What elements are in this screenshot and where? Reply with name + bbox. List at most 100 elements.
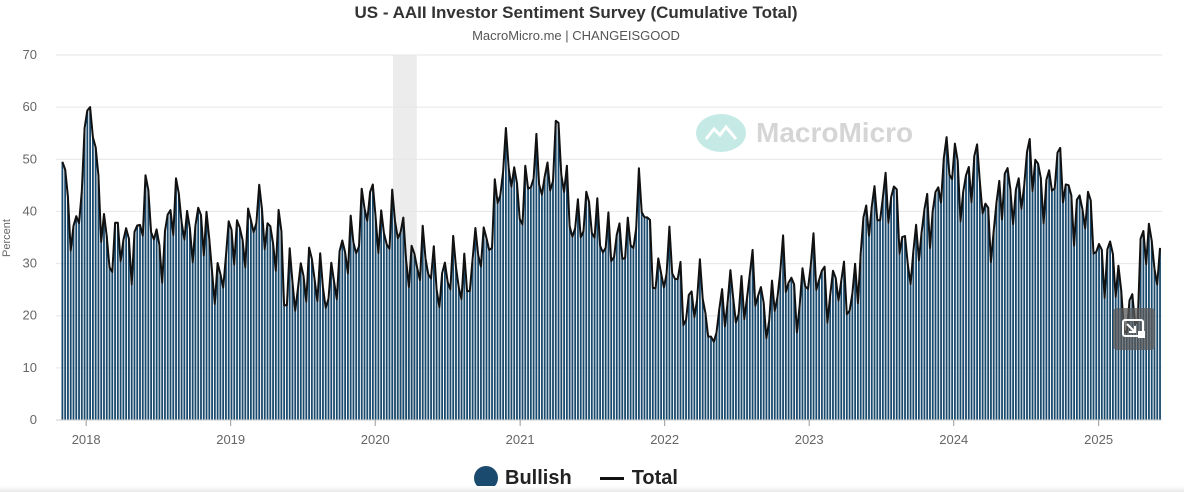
bullish-bar [787, 282, 790, 420]
y-tick-label: 20 [23, 308, 37, 323]
bullish-bar [662, 287, 665, 420]
bullish-bar [906, 264, 909, 420]
bullish-bar [274, 270, 277, 420]
bullish-bar [463, 253, 466, 420]
bullish-bar [504, 128, 507, 420]
bullish-bar [474, 228, 477, 420]
bullish-bar [457, 287, 460, 420]
bullish-bar [147, 189, 150, 420]
legend-marker-total [599, 476, 624, 480]
bullish-bar [629, 245, 632, 420]
bullish-bar [732, 298, 735, 420]
bullish-bar [247, 208, 250, 420]
bullish-bar [876, 220, 879, 420]
bullish-bar [798, 305, 801, 420]
bullish-bar [840, 280, 843, 420]
bullish-bar [172, 235, 175, 420]
bullish-bar [704, 312, 707, 420]
bullish-bar [86, 110, 89, 420]
bullish-bar [856, 303, 859, 420]
bullish-bar [413, 253, 416, 420]
bullish-bar [72, 225, 75, 420]
bullish-bar [213, 303, 216, 420]
bullish-bar [904, 236, 906, 420]
bullish-bar [1009, 188, 1012, 420]
bullish-bar [954, 143, 956, 420]
bullish-bar [604, 247, 607, 420]
bullish-bar [618, 223, 621, 420]
bullish-bar [416, 268, 419, 420]
bullish-bar [748, 274, 751, 420]
bullish-bar [330, 262, 333, 420]
bullish-bar [1134, 323, 1136, 420]
bullish-bar [477, 255, 480, 420]
bullish-bar [130, 284, 133, 420]
bullish-bar [726, 302, 729, 420]
bullish-bar [67, 196, 69, 420]
bullish-bar [577, 199, 579, 420]
bullish-bar [992, 230, 995, 420]
bullish-bar [538, 184, 541, 420]
bullish-bar [995, 202, 998, 420]
bullish-bar [615, 234, 618, 420]
bullish-bar [272, 243, 274, 420]
bullish-bar [718, 309, 721, 420]
bullish-bar [266, 223, 269, 420]
bullish-bar [139, 224, 141, 420]
bullish-bar [920, 232, 923, 420]
y-tick-label: 30 [23, 256, 37, 271]
bullish-bar [942, 158, 945, 420]
bullish-bar [1100, 249, 1103, 420]
bullish-bar [862, 217, 865, 420]
collapse-button[interactable] [1113, 308, 1155, 350]
bullish-bar [491, 247, 493, 420]
bullish-bar [552, 181, 554, 420]
bullish-bar [471, 259, 474, 420]
bullish-bar [385, 244, 388, 420]
legend-label-bullish: Bullish [505, 466, 572, 489]
bullish-bar [291, 282, 294, 420]
bullish-bar [746, 298, 748, 420]
bullish-bar [1103, 297, 1106, 420]
bullish-bar [723, 326, 726, 420]
bullish-bar [845, 314, 848, 420]
bullish-bar [230, 229, 233, 420]
bullish-bar [843, 261, 845, 420]
bullish-bar [255, 222, 258, 420]
bullish-bar [133, 231, 136, 420]
bullish-bar [1017, 178, 1020, 420]
bullish-bar [931, 211, 934, 420]
bullish-bar [624, 257, 626, 420]
bullish-bar [1037, 163, 1039, 420]
bullish-bar [191, 262, 194, 420]
bullish-bar [543, 176, 546, 420]
bullish-bar [807, 288, 809, 420]
bullish-bar [355, 253, 358, 420]
bullish-bar [219, 273, 222, 420]
bullish-bar [144, 175, 147, 420]
bullish-bar [333, 281, 335, 420]
bullish-bar [249, 220, 252, 420]
bullish-bar [554, 120, 557, 420]
legend-item-total[interactable]: Total [599, 467, 678, 490]
bullish-bar [568, 226, 571, 420]
chart-title: US - AAII Investor Sentiment Survey (Cum… [354, 3, 798, 22]
bullish-bar [796, 332, 798, 420]
bullish-bar [962, 191, 965, 420]
bullish-bar [945, 137, 948, 421]
bullish-bar [1028, 138, 1031, 421]
bullish-bar [1131, 294, 1134, 420]
bullish-bar [1045, 179, 1048, 420]
y-tick-label: 10 [23, 360, 37, 375]
bullish-bar [468, 291, 471, 420]
bullish-bar [1087, 191, 1089, 420]
bullish-bar [335, 299, 338, 420]
bullish-bar [815, 290, 818, 420]
bullish-bar [579, 237, 582, 420]
bullish-bar [518, 218, 521, 420]
bullish-bar [1106, 249, 1109, 420]
bullish-bar [1081, 209, 1084, 420]
bullish-bar [890, 196, 893, 420]
bullish-bar [1095, 251, 1098, 420]
bullish-bar [1051, 190, 1053, 420]
